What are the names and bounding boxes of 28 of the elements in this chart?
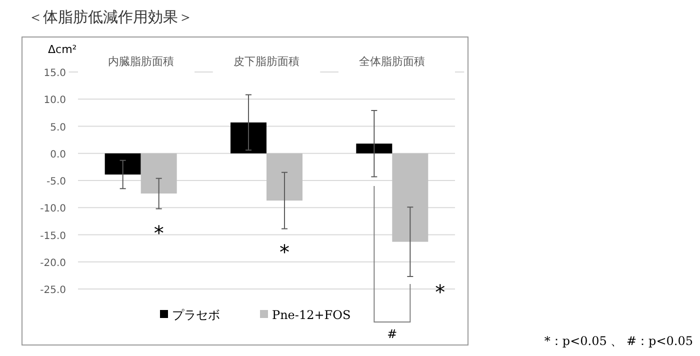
bar <box>140 153 177 194</box>
y-tick-label: 5.0 <box>50 122 66 134</box>
y-tick-label: -25.0 <box>40 285 66 296</box>
legend-item: プラセボ <box>160 308 220 322</box>
bar <box>392 153 428 242</box>
annotation: * <box>435 280 446 304</box>
legend-label: プラセボ <box>172 308 220 322</box>
text: *：p<0.05 、 #：p<0.05 <box>544 334 693 348</box>
y-tick-label: 10.0 <box>44 95 66 106</box>
annotation: * <box>154 220 164 245</box>
chart-title: ＜体脂肪低減作用効果＞ <box>28 8 193 26</box>
bar <box>356 144 392 154</box>
y-tick-label: -10.0 <box>40 204 66 215</box>
bar <box>266 153 302 201</box>
y-tick-label: -15.0 <box>40 230 66 242</box>
y-tick-label: -20.0 <box>40 258 66 269</box>
legend-item: Pne-12+FOS <box>260 308 351 322</box>
bar <box>104 153 141 175</box>
x-tick-label: 皮下脂肪面積 <box>234 55 300 68</box>
y-tick-label: -5.0 <box>46 176 66 188</box>
y-tick-label: 0.0 <box>50 149 66 160</box>
bar <box>230 122 266 154</box>
x-tick-label: 内臓脂肪面積 <box>108 55 174 68</box>
y-axis-title: Δcm² <box>48 43 77 56</box>
annotation: * <box>280 240 290 264</box>
text: # <box>387 327 398 341</box>
y-tick-label: 15.0 <box>44 68 66 79</box>
x-tick-label: 全体脂肪面積 <box>359 55 426 68</box>
